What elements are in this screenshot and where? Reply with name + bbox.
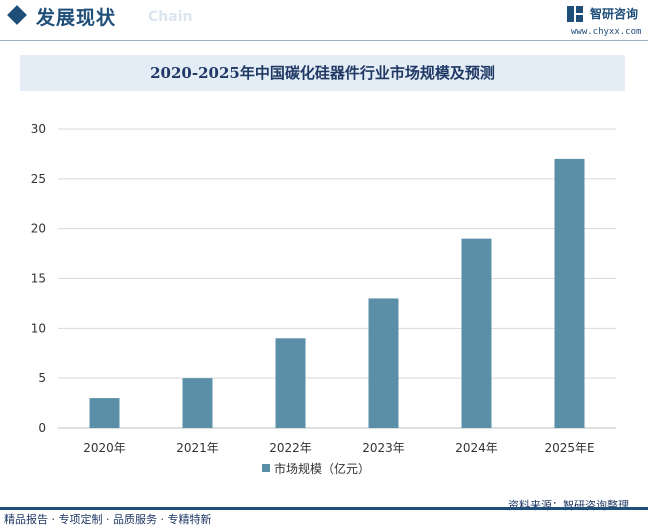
footer-bar [0,507,648,510]
bar [89,398,120,428]
data-source: 资料来源：智研咨询整理 [508,499,629,512]
x-tick-label: 2025年E [544,441,594,455]
section-header: 发展现状 Chain 智研咨询 www.chyxx.com [0,0,648,40]
y-tick-label: 0 [38,421,46,435]
bar [368,298,399,428]
y-tick-label: 30 [31,122,46,136]
legend-label: 市场规模（亿元） [274,462,371,476]
chart-title: 2020-2025年中国碳化硅器件行业市场规模及预测 [150,64,495,82]
brand-logo-icon [567,6,583,22]
y-tick-label: 5 [38,371,46,385]
y-tick-label: 25 [31,172,46,186]
footer-services: 精品报告 · 专项定制 · 品质服务 · 专精特新 [4,513,212,526]
bar [554,158,585,428]
x-tick-label: 2022年 [269,441,312,455]
bar [182,378,213,428]
bar [275,338,306,428]
x-tick-label: 2021年 [176,441,219,455]
section-subtitle: Chain [148,9,193,25]
y-tick-label: 20 [31,222,46,236]
x-tick-label: 2023年 [362,441,405,455]
y-tick-label: 10 [31,321,46,335]
x-tick-label: 2020年 [83,441,126,455]
bar [461,238,492,428]
section-title: 发展现状 [36,7,117,29]
y-tick-label: 15 [31,272,46,286]
x-tick-label: 2024年 [455,441,498,455]
header-divider [0,40,648,41]
legend-swatch [262,464,270,472]
brand-url: www.chyxx.com [571,27,642,37]
brand-name: 智研咨询 [590,7,639,21]
chart-title-band: 2020-2025年中国碳化硅器件行业市场规模及预测 [20,55,625,91]
